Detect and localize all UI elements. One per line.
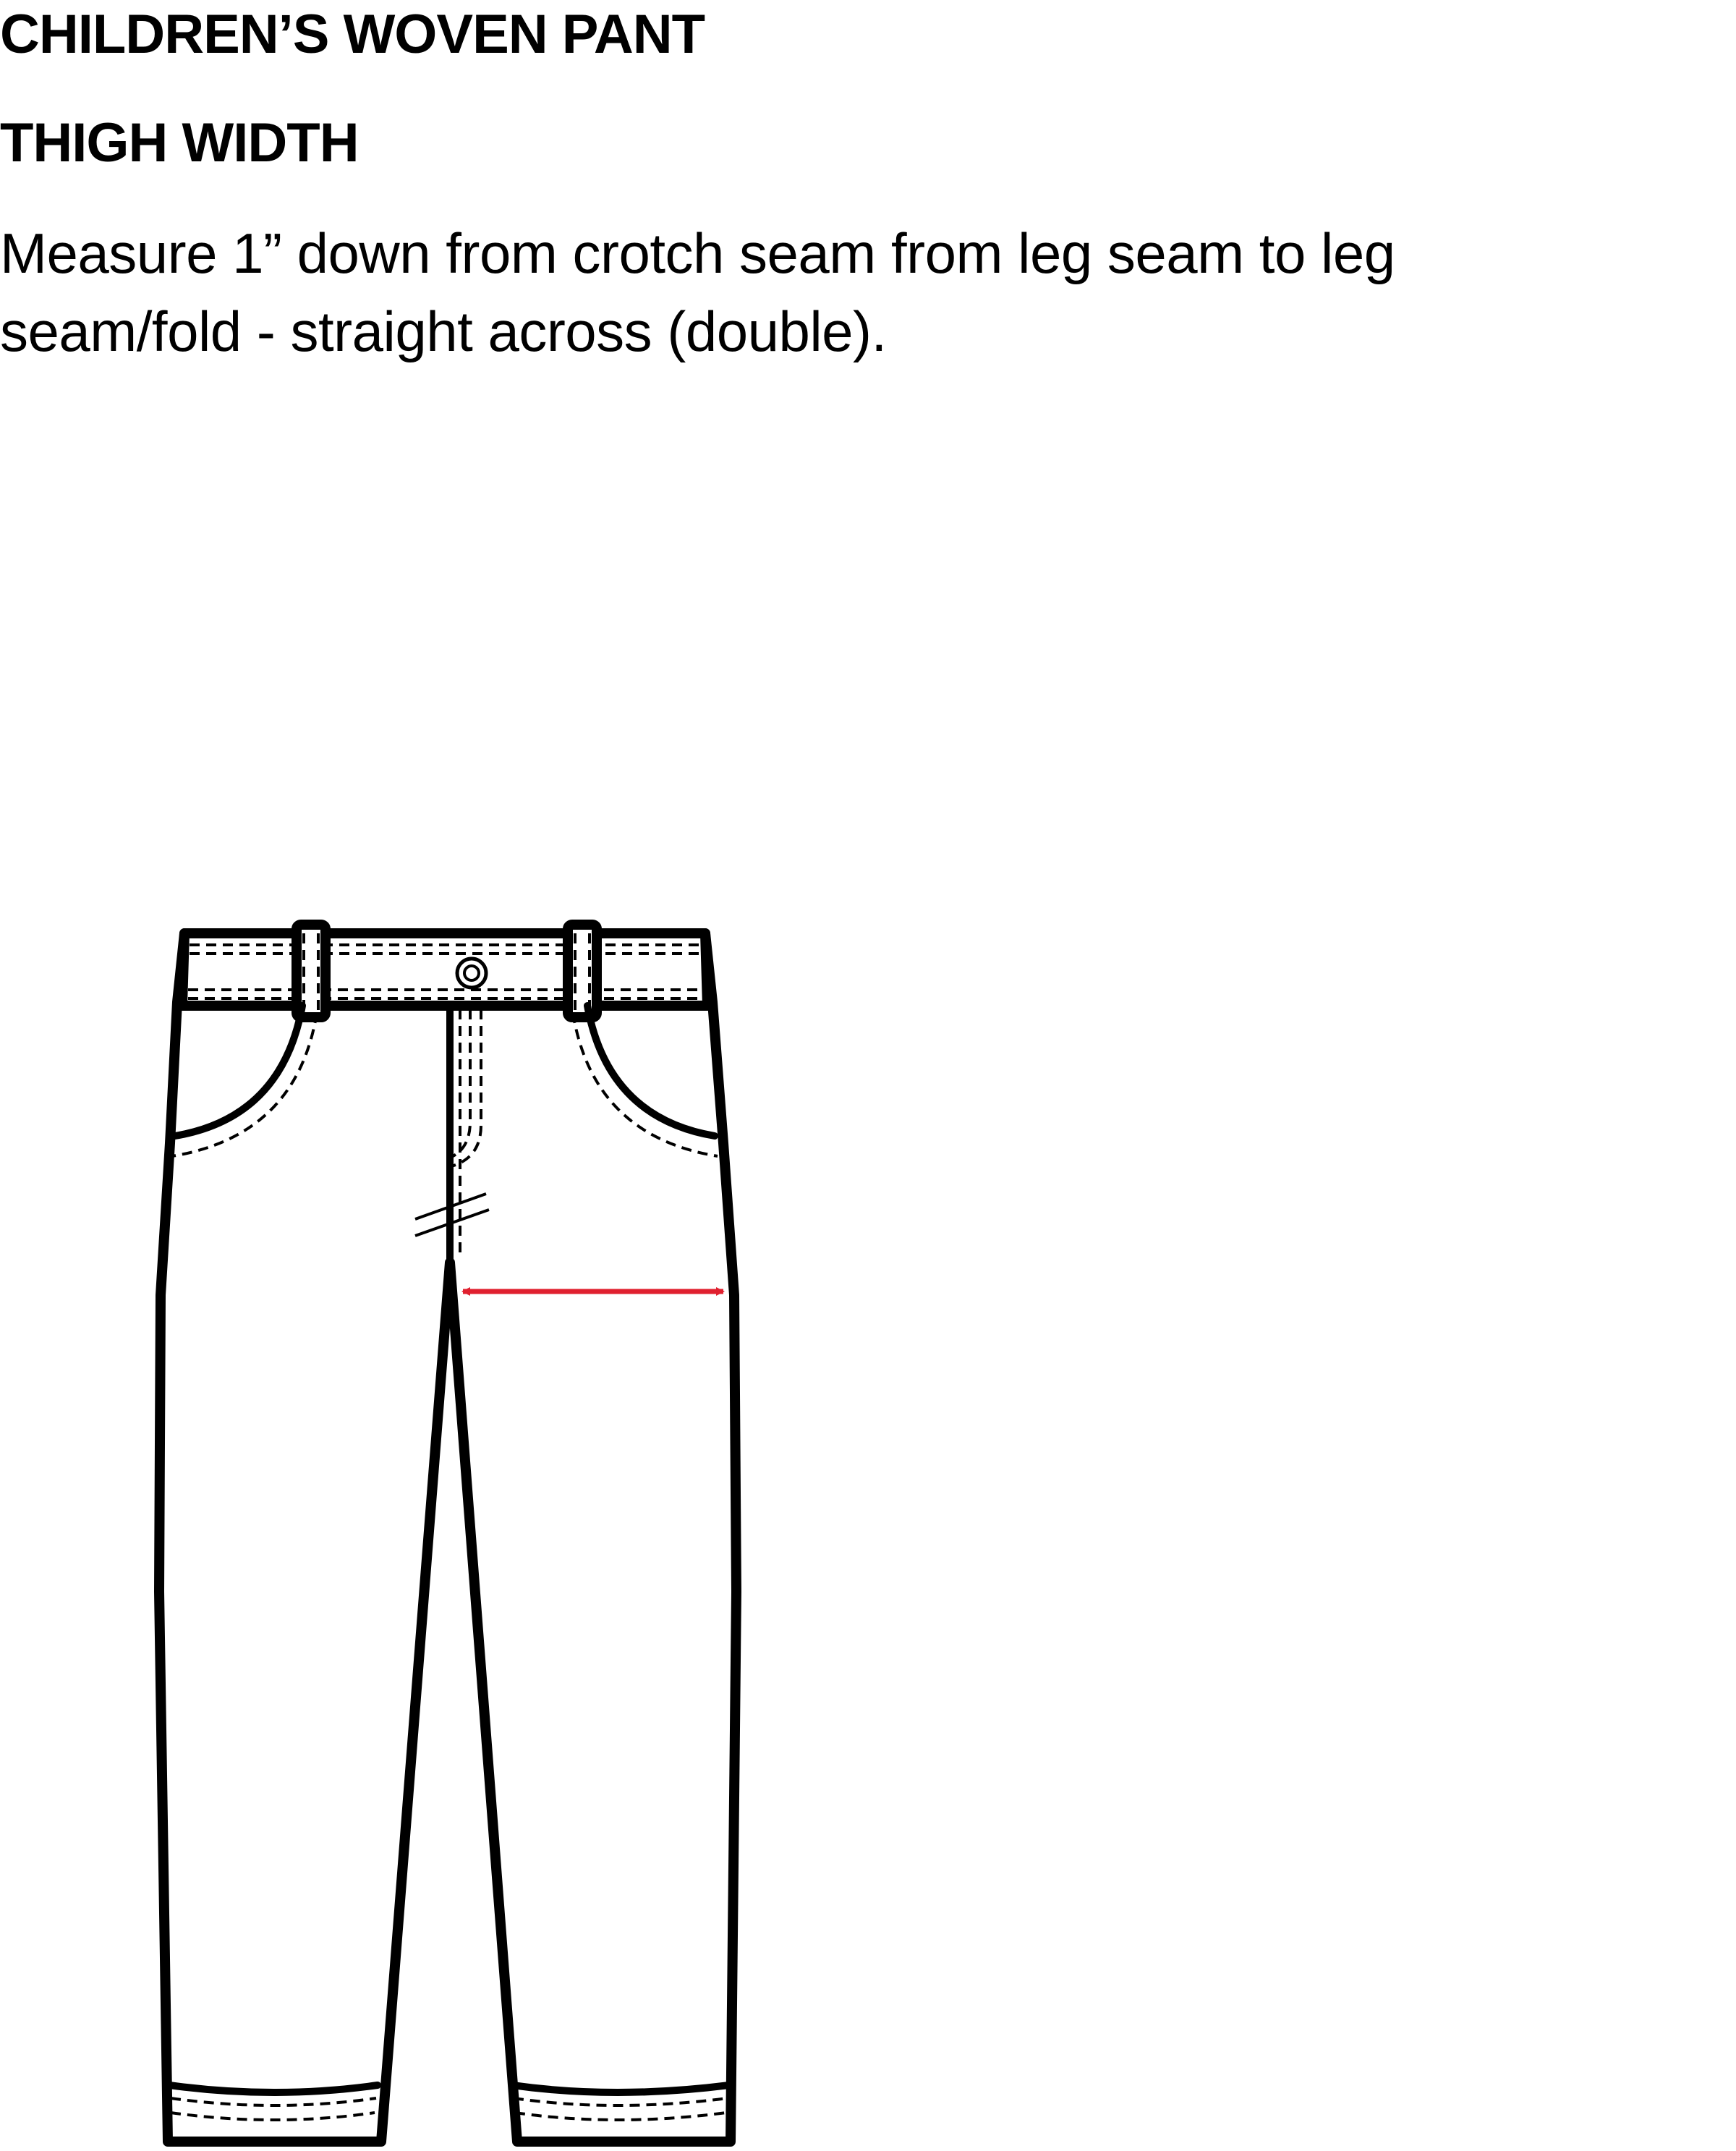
front-pocket-right-stitch	[571, 1012, 718, 1158]
measurement-instructions: Measure 1” down from crotch seam from le…	[0, 221, 1395, 363]
measurement-title: THIGH WIDTH	[0, 112, 359, 174]
fly-stitch	[449, 1009, 472, 1159]
bartack-mark-1	[414, 1192, 487, 1221]
button-icon	[455, 956, 488, 990]
hem-left-stitch	[170, 2097, 377, 2107]
front-pocket-left-stitch	[171, 1012, 318, 1158]
belt-loop-right	[563, 920, 602, 1022]
belt-loop-left	[292, 920, 331, 1022]
fly-stitch-inner	[451, 1009, 482, 1168]
document-title: CHILDREN’S WOVEN PANT	[0, 4, 705, 65]
hem-left-stitch-2	[170, 2111, 375, 2121]
hem-right-line	[509, 2082, 733, 2096]
pant-outline	[154, 928, 741, 2147]
hem-left-line	[166, 2082, 381, 2096]
hem-right-stitch	[513, 2097, 728, 2107]
bartack-mark-2	[414, 1208, 490, 1237]
hem-right-stitch-2	[514, 2111, 727, 2121]
button-inner-ring	[463, 964, 480, 982]
front-pocket-left	[171, 1002, 306, 1140]
front-pocket-right	[584, 1002, 718, 1140]
